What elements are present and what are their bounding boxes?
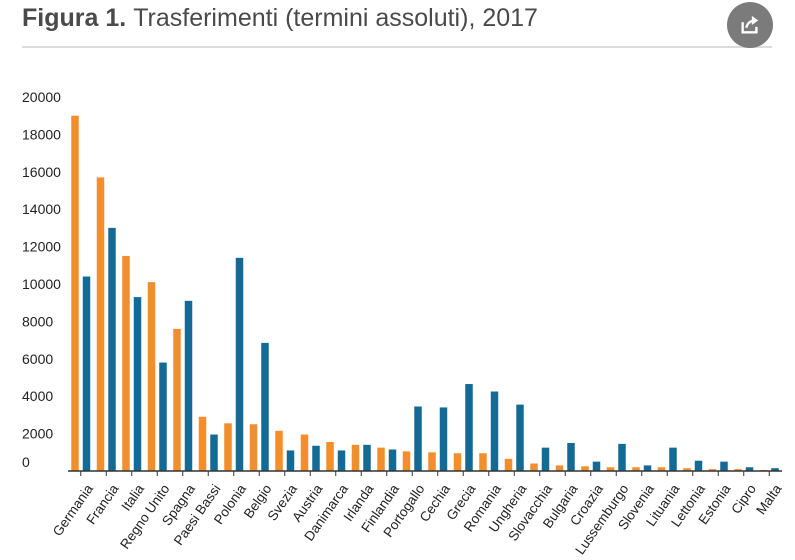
bar-series-2	[261, 342, 269, 471]
bar-series-2	[363, 444, 371, 471]
bar-series-1	[683, 468, 691, 471]
bar-series-1	[555, 465, 564, 471]
y-tick-label: 2000	[22, 426, 53, 442]
bar-series-1	[224, 423, 232, 471]
bar-series-1	[249, 424, 258, 471]
bar-series-2	[592, 461, 601, 471]
bar-series-1	[708, 469, 717, 471]
bar-series-1	[71, 115, 79, 471]
bar-series-1	[402, 451, 411, 471]
bar-series-1	[351, 444, 360, 471]
x-tick-label: Malta	[753, 481, 785, 517]
bar-series-1	[428, 452, 436, 471]
bar-series-1	[606, 467, 615, 471]
bar-series-1	[530, 463, 538, 471]
chart-header: Figura 1. Trasferimenti (termini assolut…	[22, 4, 538, 40]
bar-series-1	[504, 458, 513, 471]
bar-series-2	[286, 450, 295, 471]
bar-series-1	[275, 430, 283, 471]
bar-series-2	[108, 227, 116, 471]
x-tick-label: Cipro	[728, 482, 759, 517]
bar-series-2	[133, 297, 142, 471]
y-axis: 0 2000 4000 6000 8000 10000 12000 14000 16000 180…	[22, 89, 61, 470]
y-tick-label: 12000	[22, 239, 61, 255]
bar-series-2	[414, 406, 422, 471]
bar-series-1	[632, 467, 640, 471]
bar-series-2	[745, 467, 754, 471]
bar-series-2	[235, 257, 244, 471]
figure-label: Figura 1.	[22, 4, 127, 32]
bar-series-2	[159, 362, 167, 471]
bar-series-2	[694, 460, 703, 471]
y-tick-label: 6000	[22, 351, 53, 367]
bar-series-2	[541, 447, 550, 472]
bar-series-1	[657, 467, 666, 471]
y-tick-label: 16000	[22, 164, 61, 180]
bar-series-1	[198, 416, 207, 471]
bar-series-2	[720, 461, 728, 471]
bar-series-2	[439, 407, 448, 471]
bar-series-1	[581, 466, 589, 471]
bar-series-2	[337, 450, 346, 471]
bar-series-1	[173, 328, 181, 471]
bar-series-1	[147, 282, 156, 471]
y-tick-label: 8000	[22, 313, 53, 329]
y-tick-label: 4000	[22, 388, 53, 404]
bar-series-2	[184, 300, 193, 471]
bar-series-2	[771, 468, 779, 471]
bar-series-1	[734, 469, 742, 471]
y-tick-label: 20000	[22, 89, 61, 105]
y-tick-label: 10000	[22, 276, 61, 292]
y-tick-label: 14000	[22, 201, 61, 217]
bar-series-2	[618, 443, 626, 471]
bar-series-1	[377, 447, 385, 472]
bar-series-2	[388, 449, 397, 471]
bar-series-1	[479, 453, 487, 471]
bar-series-2	[669, 447, 677, 472]
bar-series-1	[122, 255, 130, 471]
bar-series-2	[643, 465, 652, 471]
bar-series-2	[210, 434, 218, 471]
bar-series-1	[453, 453, 462, 471]
bar-series-2	[567, 442, 575, 471]
bar-series-2	[82, 276, 91, 471]
y-tick-label: 0	[22, 454, 30, 470]
bar-series-1	[300, 434, 309, 471]
y-tick-label: 18000	[22, 126, 61, 142]
bar-series-2	[312, 445, 320, 471]
bar-series-1	[326, 442, 334, 471]
bar-series-1	[96, 177, 105, 471]
share-button[interactable]	[727, 2, 773, 48]
bars	[71, 115, 779, 472]
bar-series-2	[465, 384, 473, 471]
bar-series-2	[516, 404, 524, 471]
share-icon	[741, 15, 759, 34]
title-divider	[22, 46, 772, 48]
chart-title: Trasferimenti (termini assoluti), 2017	[133, 4, 538, 32]
bar-series-2	[490, 391, 499, 471]
